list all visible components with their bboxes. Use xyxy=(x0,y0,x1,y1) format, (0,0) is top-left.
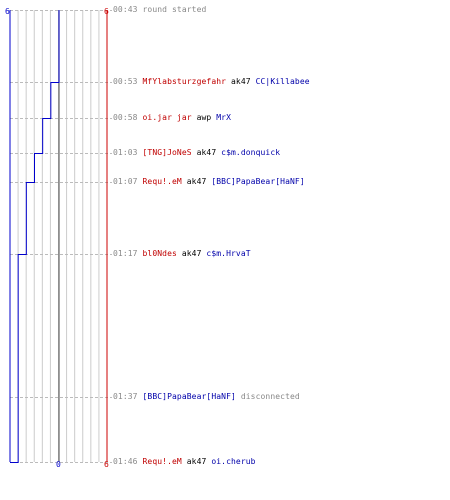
killer-name: Requ!.eM xyxy=(142,457,182,466)
team-b-start-count: 6 xyxy=(104,7,109,16)
killer-name: [TNG]JoNeS xyxy=(142,148,192,157)
event-time: 01:37 xyxy=(113,392,143,401)
event-text: ak47 xyxy=(181,457,212,466)
killer-name: bl0Ndes xyxy=(142,249,177,258)
player-name: [BBC]PapaBear[HaNF] xyxy=(142,392,236,401)
event-text: ak47 xyxy=(191,148,222,157)
player-name: oi.cherub xyxy=(211,457,256,466)
player-name: CC|Killabee xyxy=(255,77,310,86)
event-text: ak47 xyxy=(176,249,207,258)
event-time: 00:43 xyxy=(113,5,143,14)
team-a-end-count: 0 xyxy=(56,460,61,469)
event-text: round started xyxy=(142,5,207,14)
event-time: 01:17 xyxy=(113,249,143,258)
event-time: 00:53 xyxy=(113,77,143,86)
event-time: 00:58 xyxy=(113,113,143,122)
event-time: 01:46 xyxy=(113,457,143,466)
event-row: 01:46 Requ!.eM ak47 oi.cherub xyxy=(113,457,256,467)
event-row: 01:07 Requ!.eM ak47 [BBC]PapaBear[HaNF] xyxy=(113,177,305,187)
event-time: 01:03 xyxy=(113,148,143,157)
player-name: MrX xyxy=(216,113,232,122)
team-a-start-count: 6 xyxy=(5,7,10,16)
event-row: 00:53 MfYlabsturzgefahr ak47 CC|Killabee xyxy=(113,77,310,87)
player-name: c$m.HrvaT xyxy=(206,249,251,258)
event-row: 00:43 round started xyxy=(113,5,206,15)
killer-name: oi.jar jar xyxy=(142,113,192,122)
event-text: ak47 xyxy=(181,177,212,186)
event-row: 01:03 [TNG]JoNeS ak47 c$m.donquick xyxy=(113,148,280,158)
event-text: awp xyxy=(191,113,217,122)
player-name: [BBC]PapaBear[HaNF] xyxy=(211,177,305,186)
player-name: c$m.donquick xyxy=(221,148,281,157)
killer-name: Requ!.eM xyxy=(142,177,182,186)
event-row: 01:17 bl0Ndes ak47 c$m.HrvaT xyxy=(113,249,251,259)
event-row: 01:37 [BBC]PapaBear[HaNF] disconnected xyxy=(113,392,300,402)
team-b-end-count: 6 xyxy=(104,460,109,469)
event-text: disconnected xyxy=(235,392,300,401)
killer-name: MfYlabsturzgefahr xyxy=(142,77,227,86)
event-text: ak47 xyxy=(226,77,256,86)
event-time: 01:07 xyxy=(113,177,143,186)
team-a-alive-step-line xyxy=(10,10,60,463)
event-guide-lines xyxy=(10,10,112,463)
event-row: 00:58 oi.jar jar awp MrX xyxy=(113,113,231,123)
